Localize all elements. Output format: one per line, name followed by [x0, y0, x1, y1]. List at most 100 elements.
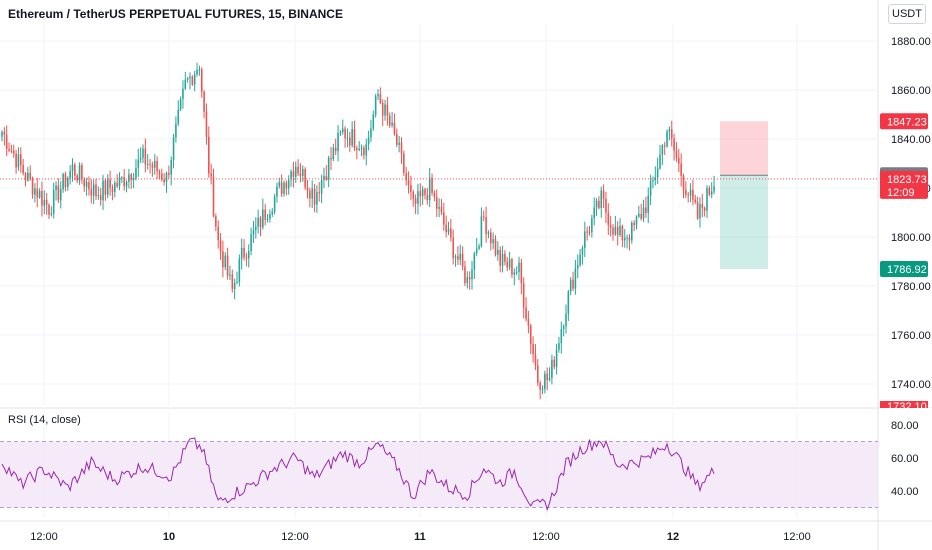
candle-body [52, 190, 55, 214]
candle-body [29, 172, 31, 179]
last-price-tag: 1823.73 [887, 174, 927, 186]
candle-body [27, 172, 29, 181]
candle-body [283, 182, 285, 194]
candle-body [532, 344, 534, 355]
candle-body [454, 256, 457, 258]
rsi-tick-label: 40.00 [891, 486, 919, 498]
candle-body [558, 343, 560, 350]
candle-body [200, 69, 203, 92]
candle-body [224, 255, 227, 268]
candle-body [62, 174, 64, 190]
candle-body [139, 157, 142, 160]
candle-body [659, 154, 661, 169]
candle-body [710, 191, 713, 195]
candle-body [304, 169, 306, 188]
candle-body [12, 150, 15, 154]
candle-body [405, 173, 407, 181]
candle-body [616, 226, 619, 236]
candle-body [588, 231, 591, 233]
candle-body [518, 262, 520, 272]
candle-body [36, 188, 39, 198]
candle-body [85, 182, 88, 187]
candle-body [50, 213, 53, 215]
rsi-line [1, 437, 715, 512]
low-tag-clip [880, 408, 932, 412]
candle-body [158, 171, 161, 174]
price-tick-label: 1760.00 [891, 330, 931, 342]
candle-body [156, 160, 158, 172]
candle-body [631, 222, 633, 241]
candle-body [433, 192, 436, 197]
candle-body [132, 178, 135, 180]
candle-body [351, 129, 353, 146]
candle-body [565, 313, 567, 327]
candle-body [123, 177, 125, 187]
candle-body [186, 78, 189, 80]
candle-body [370, 128, 372, 138]
candle-body [490, 232, 492, 244]
candle-body [325, 175, 328, 180]
low-price-tag-bg [880, 401, 928, 408]
candle-body [276, 186, 278, 197]
candle-body [384, 104, 386, 116]
candle-body [243, 247, 245, 258]
candle-body [374, 96, 377, 115]
candle-body [182, 88, 184, 99]
candle-body [106, 179, 109, 195]
time-tick-label: 12:00 [783, 531, 811, 543]
candle-body [313, 188, 316, 205]
candle-body [121, 177, 123, 179]
candle-body [5, 134, 8, 149]
candle-body [539, 382, 541, 390]
candle-body [22, 164, 24, 174]
candle-body [102, 180, 104, 201]
candle-body [513, 272, 516, 275]
candle-body [619, 225, 621, 236]
time-tick-label: 12:00 [532, 531, 560, 543]
candle-body [210, 173, 212, 177]
candle-body [233, 283, 236, 289]
candle-body [706, 187, 708, 211]
candle-body [494, 239, 497, 255]
rsi-tick-label: 80.00 [891, 420, 919, 432]
candle-body [229, 274, 231, 276]
candle-body [294, 166, 297, 177]
position-loss-zone [720, 175, 768, 270]
candle-body [337, 132, 339, 152]
price-tick-label: 1800.00 [891, 232, 931, 244]
candle-body [247, 250, 250, 259]
candle-body [661, 145, 664, 155]
price-tick-label: 1740.00 [891, 379, 931, 391]
candle-body [692, 189, 694, 200]
candle-body [45, 199, 48, 205]
currency-button[interactable]: USDT [888, 4, 926, 24]
candle-body [168, 172, 170, 175]
candle-body [346, 137, 349, 139]
candle-body [172, 137, 175, 160]
candle-body [447, 228, 450, 233]
candle-body [656, 168, 659, 178]
candle-body [562, 326, 565, 330]
candle-body [311, 188, 313, 199]
candle-body [363, 147, 365, 156]
candle-body [551, 359, 553, 378]
rsi-title: RSI (14, close) [8, 414, 81, 426]
candle-body [356, 148, 358, 150]
candle-body [670, 129, 673, 139]
candle-body [475, 248, 478, 254]
candle-body [280, 182, 283, 194]
candle-body [196, 69, 198, 75]
candle-body [153, 160, 156, 168]
candle-body [226, 255, 229, 276]
candle-body [466, 277, 469, 284]
candle-body [149, 163, 151, 165]
candle-body [262, 209, 264, 228]
candle-body [64, 174, 67, 188]
candle-body [259, 217, 262, 228]
countdown-label: 12:09 [887, 187, 915, 199]
stop-price-tag-bg [880, 261, 928, 278]
candle-body [250, 234, 252, 251]
time-tick-label: 10 [163, 531, 175, 543]
candle-body [316, 192, 318, 205]
